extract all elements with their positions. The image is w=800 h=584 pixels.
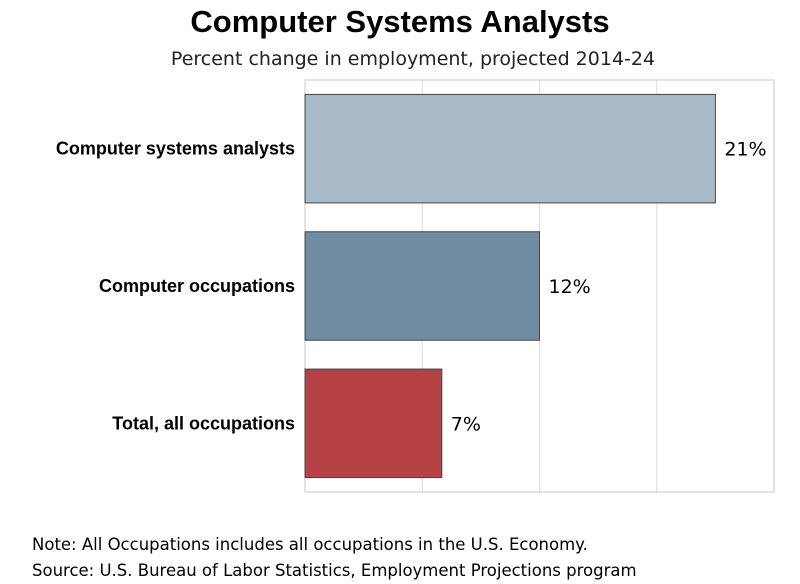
bar <box>304 368 443 479</box>
data-labels: 21% 12% 7% <box>451 139 767 436</box>
chart-title: Computer Systems Analysts <box>190 4 610 39</box>
bars <box>304 93 716 479</box>
data-label: 21% <box>724 139 766 161</box>
category-label: Total, all occupations <box>112 413 295 433</box>
bar <box>304 231 540 341</box>
chart-subtitle: Percent change in employment, projected … <box>170 48 656 70</box>
data-label: 7% <box>451 413 481 435</box>
category-labels: Computer systems analysts Computer occupa… <box>56 139 295 434</box>
data-label: 12% <box>549 276 591 298</box>
bar <box>304 93 716 204</box>
category-label: Computer systems analysts <box>56 139 295 159</box>
chart-source: Source: U.S. Bureau of Labor Statistics,… <box>32 561 637 580</box>
category-label: Computer occupations <box>99 276 295 296</box>
chart-note: Note: All Occupations includes all occup… <box>32 535 588 554</box>
